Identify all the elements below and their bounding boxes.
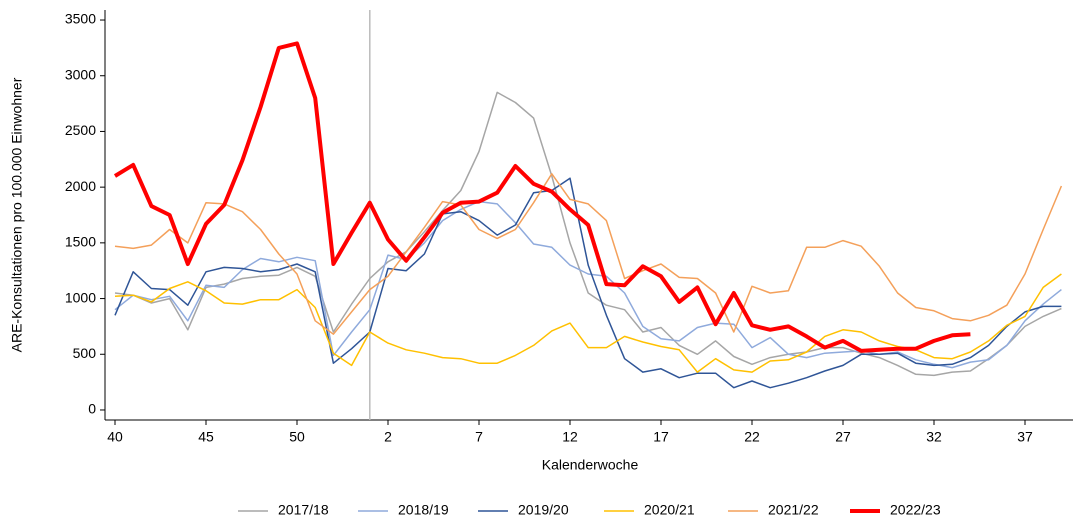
legend-label: 2019/20 xyxy=(518,502,569,518)
x-tick-label: 7 xyxy=(475,429,483,445)
y-tick-label: 2000 xyxy=(65,178,96,194)
x-tick-label: 32 xyxy=(926,429,942,445)
y-tick-label: 1000 xyxy=(65,289,96,305)
y-tick-label: 0 xyxy=(88,401,96,417)
legend-label: 2017/18 xyxy=(278,502,329,518)
y-tick-label: 3000 xyxy=(65,66,96,82)
x-tick-label: 2 xyxy=(384,429,392,445)
series-line xyxy=(114,273,1062,373)
series-line xyxy=(114,200,1062,369)
y-tick-label: 500 xyxy=(73,345,97,361)
x-tick-label: 37 xyxy=(1017,429,1033,445)
series-line xyxy=(114,173,1063,335)
y-axis-label: ARE-Konsultationen pro 100.000 Einwohner xyxy=(9,77,25,352)
x-axis-label: Kalenderwoche xyxy=(542,457,639,473)
legend-label: 2020/21 xyxy=(644,502,695,518)
legend-label: 2022/23 xyxy=(890,502,941,518)
x-tick-label: 50 xyxy=(289,429,305,445)
x-tick-label: 27 xyxy=(835,429,851,445)
series-line xyxy=(114,177,1062,389)
y-tick-label: 2500 xyxy=(65,122,96,138)
legend-label: 2021/22 xyxy=(768,502,819,518)
series-line xyxy=(113,41,971,353)
legend-label: 2018/19 xyxy=(398,502,449,518)
y-tick-label: 1500 xyxy=(65,234,96,250)
series-line xyxy=(114,91,1062,377)
x-tick-label: 17 xyxy=(653,429,669,445)
x-tick-label: 45 xyxy=(198,429,214,445)
x-tick-label: 40 xyxy=(107,429,123,445)
x-tick-label: 22 xyxy=(744,429,760,445)
x-tick-label: 12 xyxy=(562,429,578,445)
y-tick-label: 3500 xyxy=(65,11,96,27)
